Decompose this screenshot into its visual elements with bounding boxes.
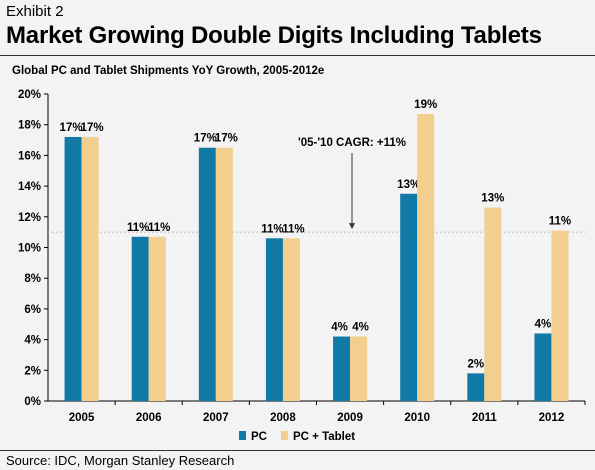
exhibit-label: Exhibit 2 [6, 3, 64, 20]
y-tick-label: 18% [18, 120, 41, 132]
y-tick-label: 12% [18, 212, 41, 224]
data-label-pc-2006: 11% [127, 222, 149, 234]
y-tick-label: 0% [24, 396, 41, 408]
bar-pc-2005 [64, 136, 82, 402]
x-tick-label: 2012 [539, 412, 565, 424]
x-tick-label: 2006 [136, 412, 162, 424]
data-label-pc-2008: 11% [261, 223, 283, 235]
chart-title: Global PC and Tablet Shipments YoY Growt… [12, 65, 325, 77]
bar-pc-2010 [400, 193, 418, 401]
x-tick-label: 2008 [270, 412, 296, 424]
bar-pc-tablet-2005 [81, 136, 99, 402]
data-label-pc-2010: 13% [397, 179, 420, 191]
y-tick-label: 8% [24, 273, 41, 285]
legend-swatch-pc-tablet [280, 431, 288, 440]
bar-pc-2012 [534, 333, 552, 401]
y-tick-label: 6% [24, 304, 41, 316]
legend-swatch-pc [239, 431, 246, 440]
bar-pc-tablet-2011 [484, 207, 502, 401]
page-title: Market Growing Double Digits Including T… [6, 22, 542, 49]
data-label-pc-2011: 2% [468, 358, 485, 370]
legend-label-pc-tablet: PC + Tablet [293, 431, 355, 443]
bar-pc-tablet-2009 [350, 336, 368, 401]
data-label-pc-2009: 4% [331, 322, 348, 334]
growth-bar-chart: 0%2%4%6%8%10%12%14%16%18%20%17%17%200511… [18, 89, 586, 443]
bar-pc-2011 [467, 373, 485, 401]
y-tick-label: 4% [24, 335, 41, 347]
y-tick-label: 20% [18, 89, 41, 101]
data-label-pc-tablet-2008: 11% [282, 223, 304, 235]
bar-pc-tablet-2007 [215, 147, 233, 401]
bar-pc-2006 [131, 236, 149, 401]
x-tick-label: 2005 [69, 412, 95, 424]
bar-pc-tablet-2008 [282, 238, 300, 401]
bar-pc-2007 [198, 147, 216, 401]
x-tick-label: 2011 [472, 412, 498, 424]
data-label-pc-2005: 17% [60, 122, 83, 134]
y-tick-label: 16% [18, 150, 41, 162]
data-label-pc-2012: 4% [535, 318, 552, 330]
data-label-pc-tablet-2012: 11% [549, 216, 571, 228]
bar-pc-tablet-2010 [417, 113, 435, 401]
x-tick-label: 2007 [203, 412, 229, 424]
data-label-pc-tablet-2009: 4% [352, 322, 369, 334]
y-tick-label: 2% [24, 365, 41, 377]
bar-pc-tablet-2012 [551, 230, 569, 401]
data-label-pc-tablet-2011: 13% [481, 193, 504, 205]
header-divider [0, 55, 595, 56]
legend-label-pc: PC [251, 431, 267, 443]
data-label-pc-tablet-2005: 17% [81, 122, 104, 134]
data-label-pc-tablet-2007: 17% [215, 133, 238, 145]
annotation-arrow-head [349, 223, 355, 230]
bar-pc-2008 [265, 238, 283, 401]
source-note: Source: IDC, Morgan Stanley Research [6, 453, 235, 468]
bar-pc-2009 [333, 336, 351, 401]
data-label-pc-2007: 17% [194, 133, 217, 145]
x-tick-label: 2010 [404, 412, 430, 424]
data-label-pc-tablet-2010: 19% [414, 99, 437, 111]
x-tick-label: 2009 [337, 412, 363, 424]
bar-pc-tablet-2006 [148, 236, 166, 401]
footer-divider [0, 450, 595, 451]
data-label-pc-tablet-2006: 11% [148, 222, 170, 234]
y-tick-label: 10% [18, 243, 41, 255]
cagr-annotation: '05-'10 CAGR: +11% [298, 137, 406, 149]
y-tick-label: 14% [18, 181, 41, 193]
